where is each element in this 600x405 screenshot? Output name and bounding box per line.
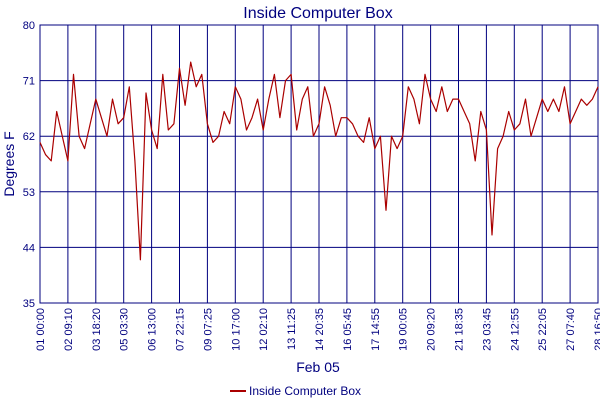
x-tick-label: 09 07:25 xyxy=(202,308,214,351)
y-tick-label: 44 xyxy=(23,242,35,254)
series-layer xyxy=(39,61,599,261)
x-tick-label: 21 18:35 xyxy=(454,308,466,351)
x-tick-label: 20 09:20 xyxy=(426,308,438,351)
y-axis-label: Degrees F xyxy=(1,131,17,196)
x-tick-label: 13 11:25 xyxy=(286,308,298,350)
y-tick-label: 35 xyxy=(23,298,35,310)
y-tick-label: 53 xyxy=(23,187,35,199)
legend: Inside Computer Box xyxy=(230,384,361,398)
x-tick-label: 12 02:10 xyxy=(258,308,270,351)
x-tick-label: 01 00:00 xyxy=(35,308,47,351)
grid xyxy=(39,24,599,304)
x-tick-label: 19 00:05 xyxy=(398,308,410,351)
x-tick-label: 16 05:45 xyxy=(342,308,354,351)
y-tick-label: 62 xyxy=(23,131,35,143)
x-tick-label: 27 07:40 xyxy=(565,308,577,351)
x-tick-label: 06 13:00 xyxy=(147,308,159,351)
x-tick-label: 17 14:55 xyxy=(370,308,382,351)
legend-label: Inside Computer Box xyxy=(249,384,361,398)
x-tick-label: 24 12:55 xyxy=(509,308,521,351)
x-tick-label: 14 20:35 xyxy=(314,308,326,351)
x-tick-label: 28 16:50 xyxy=(593,308,600,351)
x-tick-label: 25 22:05 xyxy=(537,308,549,351)
chart-title: Inside Computer Box xyxy=(243,5,392,22)
y-tick-label: 71 xyxy=(23,76,35,88)
x-axis-label: Feb 05 xyxy=(296,359,340,375)
x-tick-label: 07 22:15 xyxy=(175,308,187,351)
x-tick-label: 02 09:10 xyxy=(63,308,75,351)
y-tick-label: 80 xyxy=(23,20,35,32)
x-tick-label: 05 03:30 xyxy=(119,308,131,351)
x-axis: 01 00:00 02 09:10 03 18:20 05 03:30 06 13:00… xyxy=(35,308,600,351)
series-line xyxy=(39,61,599,261)
x-tick-label: 03 18:20 xyxy=(91,308,103,351)
x-tick-label: 23 03:45 xyxy=(481,308,493,351)
y-axis: 35 44 53 62 71 80 xyxy=(23,20,35,310)
x-tick-label: 10 17:00 xyxy=(230,308,242,351)
